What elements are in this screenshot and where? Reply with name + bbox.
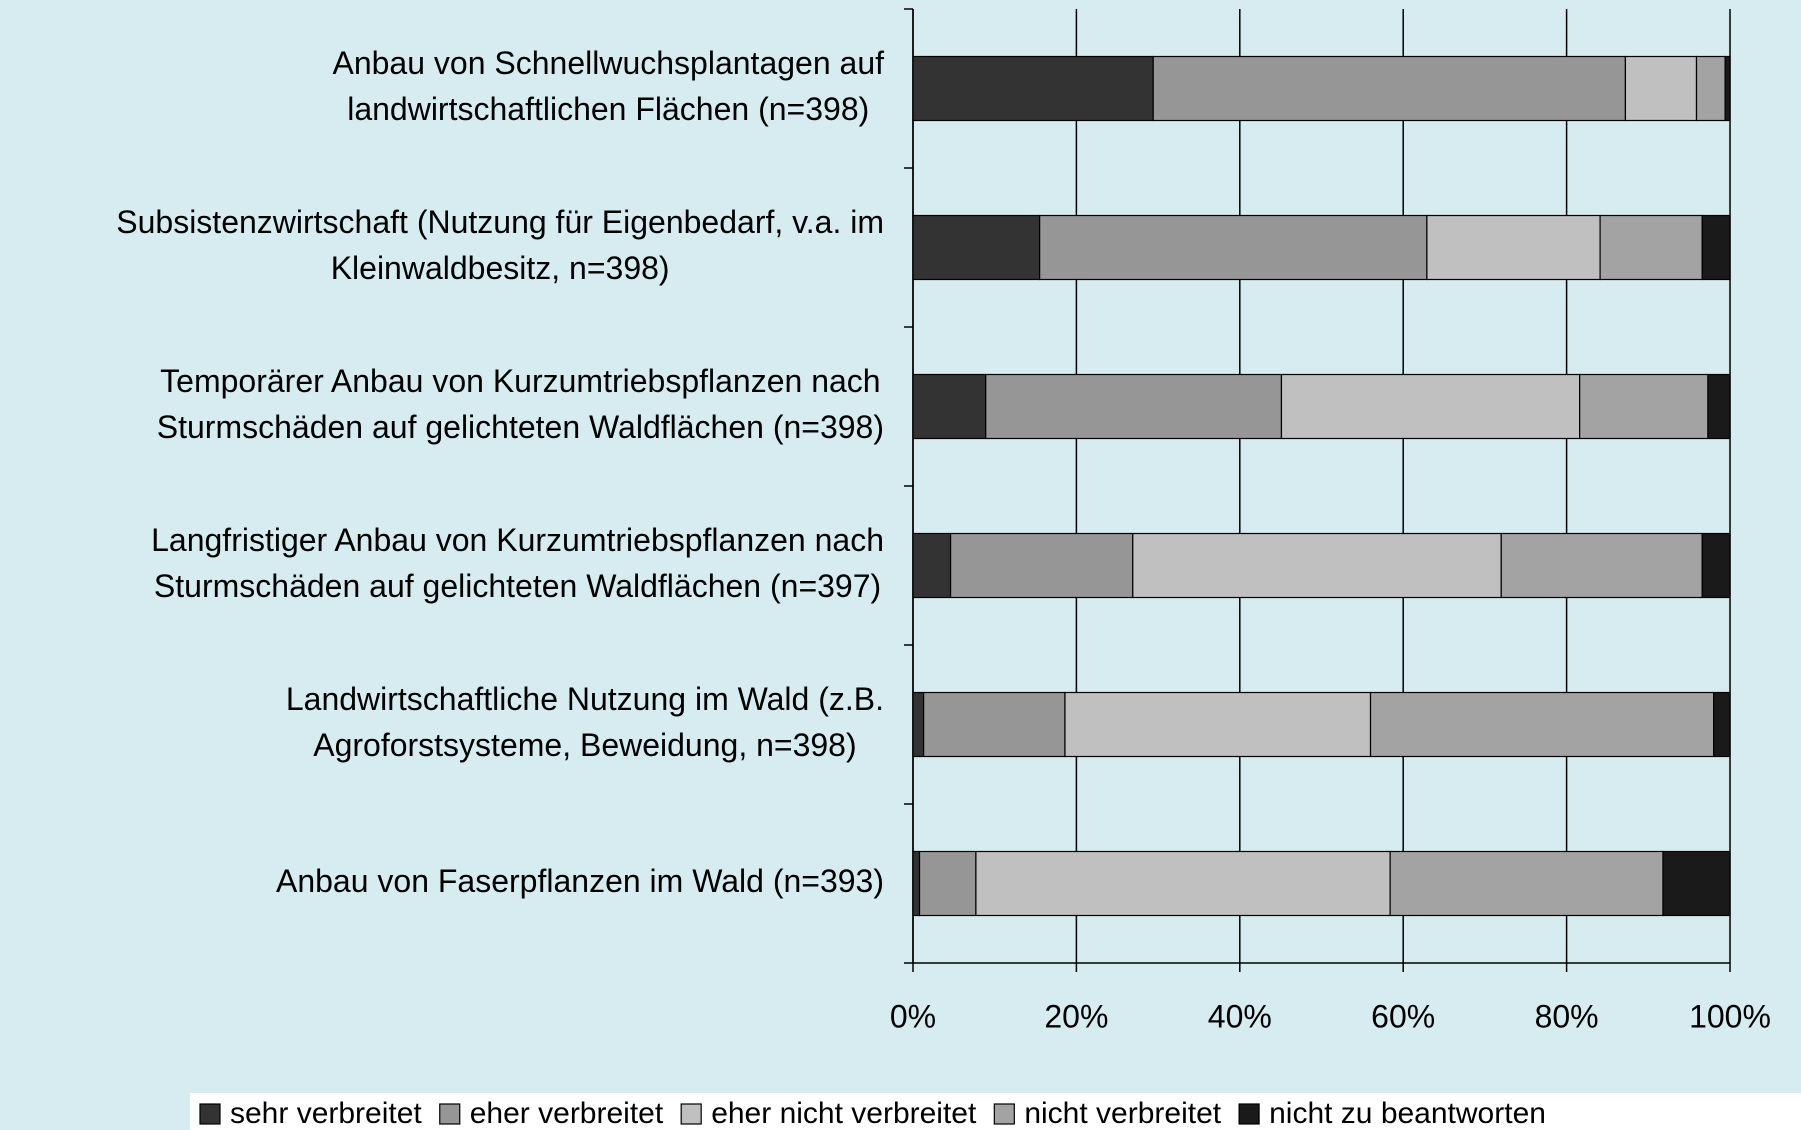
- bar-segment: [1599, 214, 1703, 281]
- y-tick-label: Subsistenzwirtschaft (Nutzung für Eigenb…: [116, 204, 884, 240]
- y-tick-label: Sturmschäden auf gelichteten Waldflächen…: [157, 409, 884, 445]
- y-tick-label: Landwirtschaftliche Nutzung im Wald (z.B…: [286, 681, 884, 717]
- y-tick-label: Langfristiger Anbau von Kurzumtriebspfla…: [151, 522, 884, 558]
- bar-segment: [912, 55, 1154, 122]
- y-tick-label: Sturmschäden auf gelichteten Waldflächen…: [154, 568, 881, 604]
- legend-label: eher nicht verbreitet: [711, 1097, 977, 1130]
- bar-segment: [923, 691, 1066, 758]
- y-tick-label: Anbau von Faserpflanzen im Wald (n=393): [276, 863, 884, 899]
- y-tick-label: Anbau von Schnellwuchsplantagen auf: [332, 45, 884, 81]
- bar-segment: [1152, 55, 1627, 122]
- bar-segment: [912, 373, 987, 440]
- bar-segment: [949, 532, 1134, 599]
- bar-segment: [1426, 214, 1601, 281]
- bar-segment: [975, 850, 1391, 917]
- x-tick-label: 60%: [1371, 998, 1435, 1034]
- bar-segment: [912, 850, 921, 917]
- legend-label: eher verbreitet: [470, 1097, 664, 1130]
- legend-label: nicht verbreitet: [1024, 1097, 1221, 1130]
- x-tick-label: 80%: [1535, 998, 1599, 1034]
- bar-segment: [912, 214, 1041, 281]
- x-tick-label: 0%: [890, 998, 936, 1034]
- x-tick-label: 100%: [1689, 998, 1771, 1034]
- legend-label: sehr verbreitet: [230, 1097, 422, 1130]
- legend-swatch: [993, 1103, 1015, 1125]
- bar-segment: [1701, 214, 1731, 281]
- y-tick-label: Agroforstsysteme, Beweidung, n=398): [313, 727, 856, 763]
- legend-swatch: [1238, 1103, 1260, 1125]
- bar-segment: [1039, 214, 1428, 281]
- bar-segment: [1662, 850, 1731, 917]
- bar-segment: [1389, 850, 1664, 917]
- x-tick-label: 20%: [1044, 998, 1108, 1034]
- bar-segment: [985, 373, 1283, 440]
- bar-segment: [1724, 55, 1731, 122]
- legend-swatch: [680, 1103, 702, 1125]
- bar-segment: [912, 691, 925, 758]
- bar-segment: [1707, 373, 1731, 440]
- y-tick-label: landwirtschaftlichen Flächen (n=398): [347, 91, 869, 127]
- x-tick-label: 40%: [1208, 998, 1272, 1034]
- bar-segment: [912, 532, 952, 599]
- bar-segment: [1695, 55, 1726, 122]
- bar-segment: [1500, 532, 1703, 599]
- legend-label: nicht zu beantworten: [1269, 1097, 1546, 1130]
- legend-swatch: [439, 1103, 461, 1125]
- bar-segment: [918, 850, 977, 917]
- bar-segment: [1701, 532, 1731, 599]
- bar-segment: [1624, 55, 1698, 122]
- y-tick-label: Temporärer Anbau von Kurzumtriebspflanze…: [160, 363, 880, 399]
- bar-segment: [1132, 532, 1502, 599]
- bar-segment: [1713, 691, 1731, 758]
- bar-segment: [1280, 373, 1581, 440]
- bar-segment: [1369, 691, 1715, 758]
- y-tick-label: Kleinwaldbesitz, n=398): [331, 250, 670, 286]
- bar-segment: [1579, 373, 1709, 440]
- bar-segment: [1064, 691, 1372, 758]
- legend-swatch: [199, 1103, 221, 1125]
